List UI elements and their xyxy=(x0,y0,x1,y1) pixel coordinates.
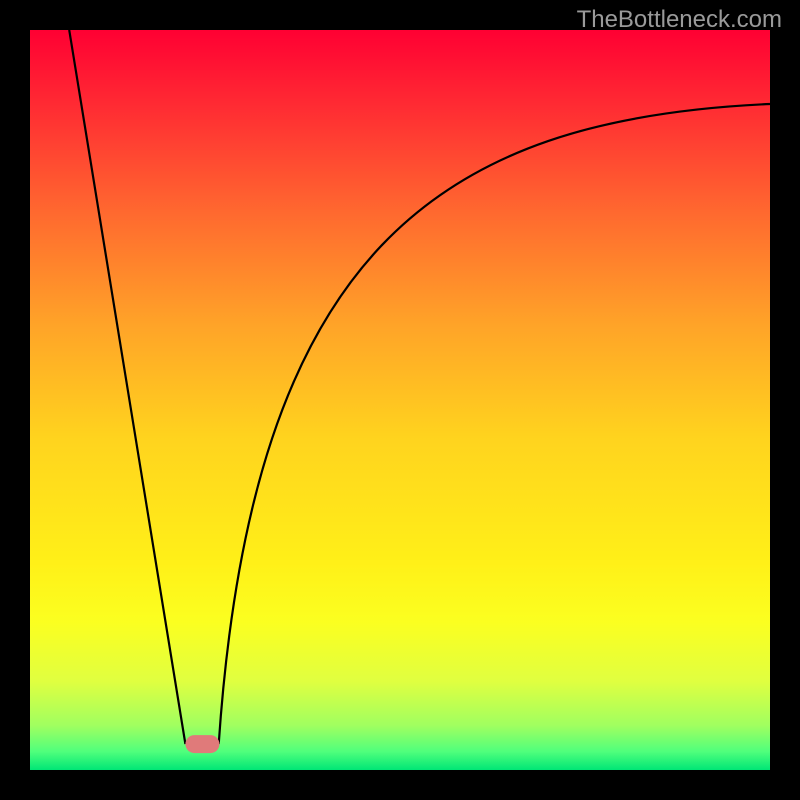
watermark-text: TheBottleneck.com xyxy=(577,6,782,34)
chart-container: TheBottleneck.com xyxy=(0,0,800,800)
chart-svg xyxy=(0,0,800,800)
minimum-marker xyxy=(185,735,219,753)
plot-background xyxy=(30,30,770,770)
